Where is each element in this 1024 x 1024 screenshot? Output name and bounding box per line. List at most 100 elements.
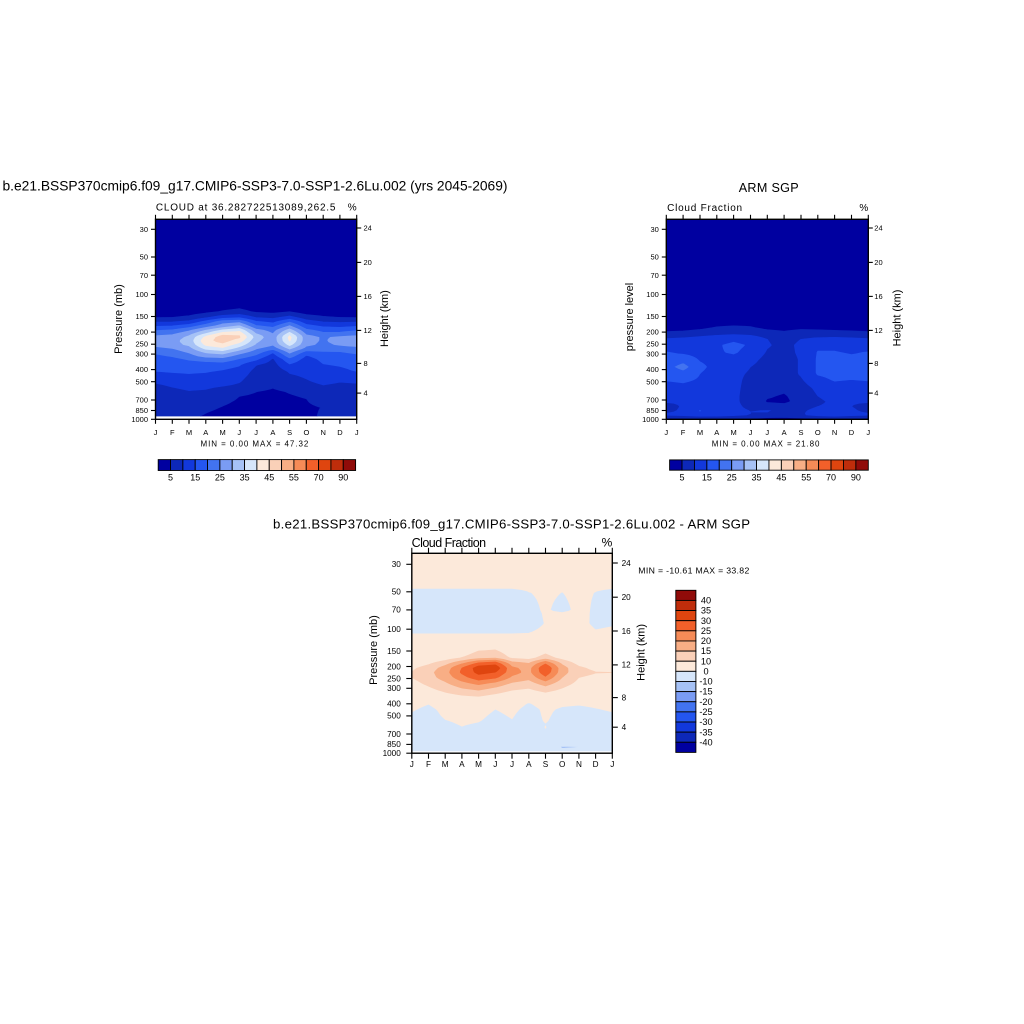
- svg-text:24: 24: [874, 224, 882, 233]
- svg-text:500: 500: [387, 712, 401, 721]
- svg-text:250: 250: [646, 340, 659, 349]
- svg-text:30: 30: [140, 225, 148, 234]
- svg-text:A: A: [526, 760, 532, 769]
- svg-text:MIN = -10.61 MAX = 33.82: MIN = -10.61 MAX = 33.82: [638, 565, 749, 575]
- svg-text:A: A: [782, 428, 787, 437]
- svg-text:20: 20: [701, 636, 711, 646]
- svg-text:-10: -10: [699, 677, 712, 687]
- svg-text:50: 50: [140, 253, 148, 262]
- svg-text:850: 850: [387, 740, 401, 749]
- svg-text:-35: -35: [699, 727, 712, 737]
- svg-text:30: 30: [650, 225, 658, 234]
- svg-text:500: 500: [135, 377, 148, 386]
- svg-text:150: 150: [646, 312, 659, 321]
- svg-text:J: J: [610, 760, 614, 769]
- svg-text:15: 15: [702, 472, 712, 482]
- svg-text:400: 400: [135, 365, 148, 374]
- svg-text:S: S: [287, 428, 292, 437]
- svg-text:24: 24: [364, 224, 372, 233]
- svg-text:12: 12: [622, 661, 632, 670]
- svg-text:Pressure (mb): Pressure (mb): [368, 615, 380, 685]
- svg-text:25: 25: [701, 626, 711, 636]
- svg-text:8: 8: [622, 693, 627, 702]
- svg-text:J: J: [510, 760, 514, 769]
- svg-text:5: 5: [679, 472, 684, 482]
- svg-text:%: %: [348, 203, 357, 214]
- svg-text:J: J: [765, 428, 769, 437]
- svg-text:ARM SGP: ARM SGP: [739, 181, 799, 195]
- svg-text:8: 8: [364, 359, 368, 368]
- svg-text:M: M: [442, 760, 449, 769]
- svg-text:400: 400: [646, 365, 659, 374]
- svg-text:12: 12: [874, 326, 882, 335]
- svg-text:0: 0: [703, 667, 708, 677]
- svg-text:12: 12: [364, 326, 372, 335]
- svg-text:45: 45: [264, 473, 274, 483]
- svg-text:S: S: [798, 428, 803, 437]
- svg-text:Height (km): Height (km): [636, 624, 648, 681]
- svg-text:40: 40: [701, 596, 711, 606]
- svg-text:70: 70: [140, 271, 148, 280]
- svg-text:300: 300: [646, 350, 659, 359]
- svg-text:700: 700: [646, 396, 659, 405]
- svg-text:20: 20: [364, 258, 372, 267]
- svg-text:M: M: [219, 428, 225, 437]
- svg-text:35: 35: [240, 473, 250, 483]
- svg-text:J: J: [410, 760, 414, 769]
- svg-text:1000: 1000: [131, 415, 148, 424]
- svg-text:30: 30: [701, 616, 711, 626]
- svg-text:-20: -20: [699, 697, 712, 707]
- svg-text:200: 200: [387, 662, 401, 671]
- svg-text:Height (km): Height (km): [892, 290, 904, 347]
- svg-text:M: M: [730, 428, 736, 437]
- svg-text:15: 15: [190, 473, 200, 483]
- svg-text:16: 16: [622, 627, 632, 636]
- svg-text:M: M: [475, 760, 482, 769]
- svg-text:100: 100: [135, 290, 148, 299]
- svg-text:F: F: [426, 760, 431, 769]
- svg-text:100: 100: [646, 290, 659, 299]
- svg-text:90: 90: [338, 473, 348, 483]
- svg-text:70: 70: [826, 472, 836, 482]
- svg-text:S: S: [543, 760, 549, 769]
- svg-text:A: A: [203, 428, 208, 437]
- svg-text:8: 8: [874, 359, 878, 368]
- svg-text:500: 500: [646, 377, 659, 386]
- svg-text:250: 250: [387, 674, 401, 683]
- svg-text:J: J: [749, 428, 753, 437]
- svg-text:CLOUD at 36.282722513089,262.5: CLOUD at 36.282722513089,262.5: [156, 203, 336, 214]
- svg-text:35: 35: [701, 606, 711, 616]
- svg-text:N: N: [832, 428, 837, 437]
- svg-text:J: J: [254, 428, 258, 437]
- svg-text:-40: -40: [699, 737, 712, 747]
- svg-text:10: 10: [701, 656, 711, 666]
- svg-text:A: A: [714, 428, 719, 437]
- svg-text:M: M: [186, 428, 192, 437]
- svg-text:35: 35: [751, 472, 761, 482]
- svg-text:1000: 1000: [383, 749, 402, 758]
- svg-text:20: 20: [622, 593, 632, 602]
- svg-text:D: D: [337, 428, 343, 437]
- svg-text:MIN = 0.00 MAX = 47.32: MIN = 0.00 MAX = 47.32: [201, 439, 309, 448]
- svg-text:J: J: [493, 760, 497, 769]
- svg-text:A: A: [270, 428, 275, 437]
- svg-text:1000: 1000: [642, 415, 659, 424]
- svg-text:O: O: [559, 760, 565, 769]
- svg-text:5: 5: [168, 473, 173, 483]
- svg-text:F: F: [681, 428, 686, 437]
- svg-text:55: 55: [289, 473, 299, 483]
- svg-text:24: 24: [622, 559, 632, 568]
- svg-text:50: 50: [392, 588, 402, 597]
- svg-text:30: 30: [392, 560, 402, 569]
- svg-text:pressure level: pressure level: [624, 283, 636, 351]
- svg-text:F: F: [170, 428, 175, 437]
- svg-text:Cloud Fraction: Cloud Fraction: [667, 203, 742, 214]
- svg-text:16: 16: [364, 292, 372, 301]
- svg-text:b.e21.BSSP370cmip6.f09_g17.CMI: b.e21.BSSP370cmip6.f09_g17.CMIP6-SSP3-7.…: [273, 517, 750, 532]
- svg-text:250: 250: [135, 340, 148, 349]
- svg-text:400: 400: [387, 700, 401, 709]
- svg-text:O: O: [815, 428, 821, 437]
- svg-text:D: D: [593, 760, 599, 769]
- svg-text:Height (km): Height (km): [379, 290, 391, 347]
- svg-text:100: 100: [387, 625, 401, 634]
